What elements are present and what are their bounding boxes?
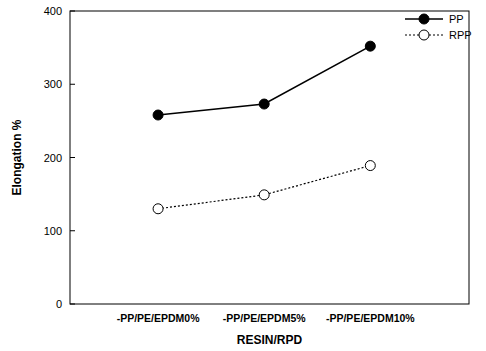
data-point xyxy=(153,110,163,120)
legend-marker xyxy=(419,14,429,24)
y-tick-label: 0 xyxy=(56,298,62,310)
y-tick xyxy=(70,84,75,85)
series-line xyxy=(158,166,370,209)
legend-label: RPP xyxy=(449,29,472,41)
y-tick xyxy=(70,11,75,12)
data-point xyxy=(259,99,269,109)
y-tick xyxy=(70,157,75,158)
data-point xyxy=(153,204,163,214)
legend-marker xyxy=(419,30,429,40)
x-tick-label: -PP/PE/EPDM0% xyxy=(117,312,201,324)
x-tick-label: -PP/PE/EPDM5% xyxy=(223,312,307,324)
data-point xyxy=(365,161,375,171)
x-axis-title: RESIN/RPD xyxy=(237,333,303,347)
series-line xyxy=(158,46,370,115)
y-tick xyxy=(70,304,75,305)
data-point xyxy=(365,41,375,51)
y-tick xyxy=(70,230,75,231)
y-tick-label: 400 xyxy=(44,5,62,17)
chart-root: 0 100 200 300 400 -PP/PE/EPDM0% -PP/PE/EPDM5% -… xyxy=(0,0,486,351)
plot-frame xyxy=(70,11,469,304)
y-tick-label: 200 xyxy=(44,152,62,164)
data-point xyxy=(259,190,269,200)
y-tick-label: 100 xyxy=(44,225,62,237)
chart-svg: 0 100 200 300 400 -PP/PE/EPDM0% -PP/PE/EPDM5% -… xyxy=(0,0,486,351)
x-tick-label: -PP/PE/EPDM10% xyxy=(326,312,415,324)
legend-label: PP xyxy=(449,13,464,25)
plot-area xyxy=(153,41,375,214)
y-axis-title: Elongation % xyxy=(10,119,24,195)
y-tick-label: 300 xyxy=(44,78,62,90)
